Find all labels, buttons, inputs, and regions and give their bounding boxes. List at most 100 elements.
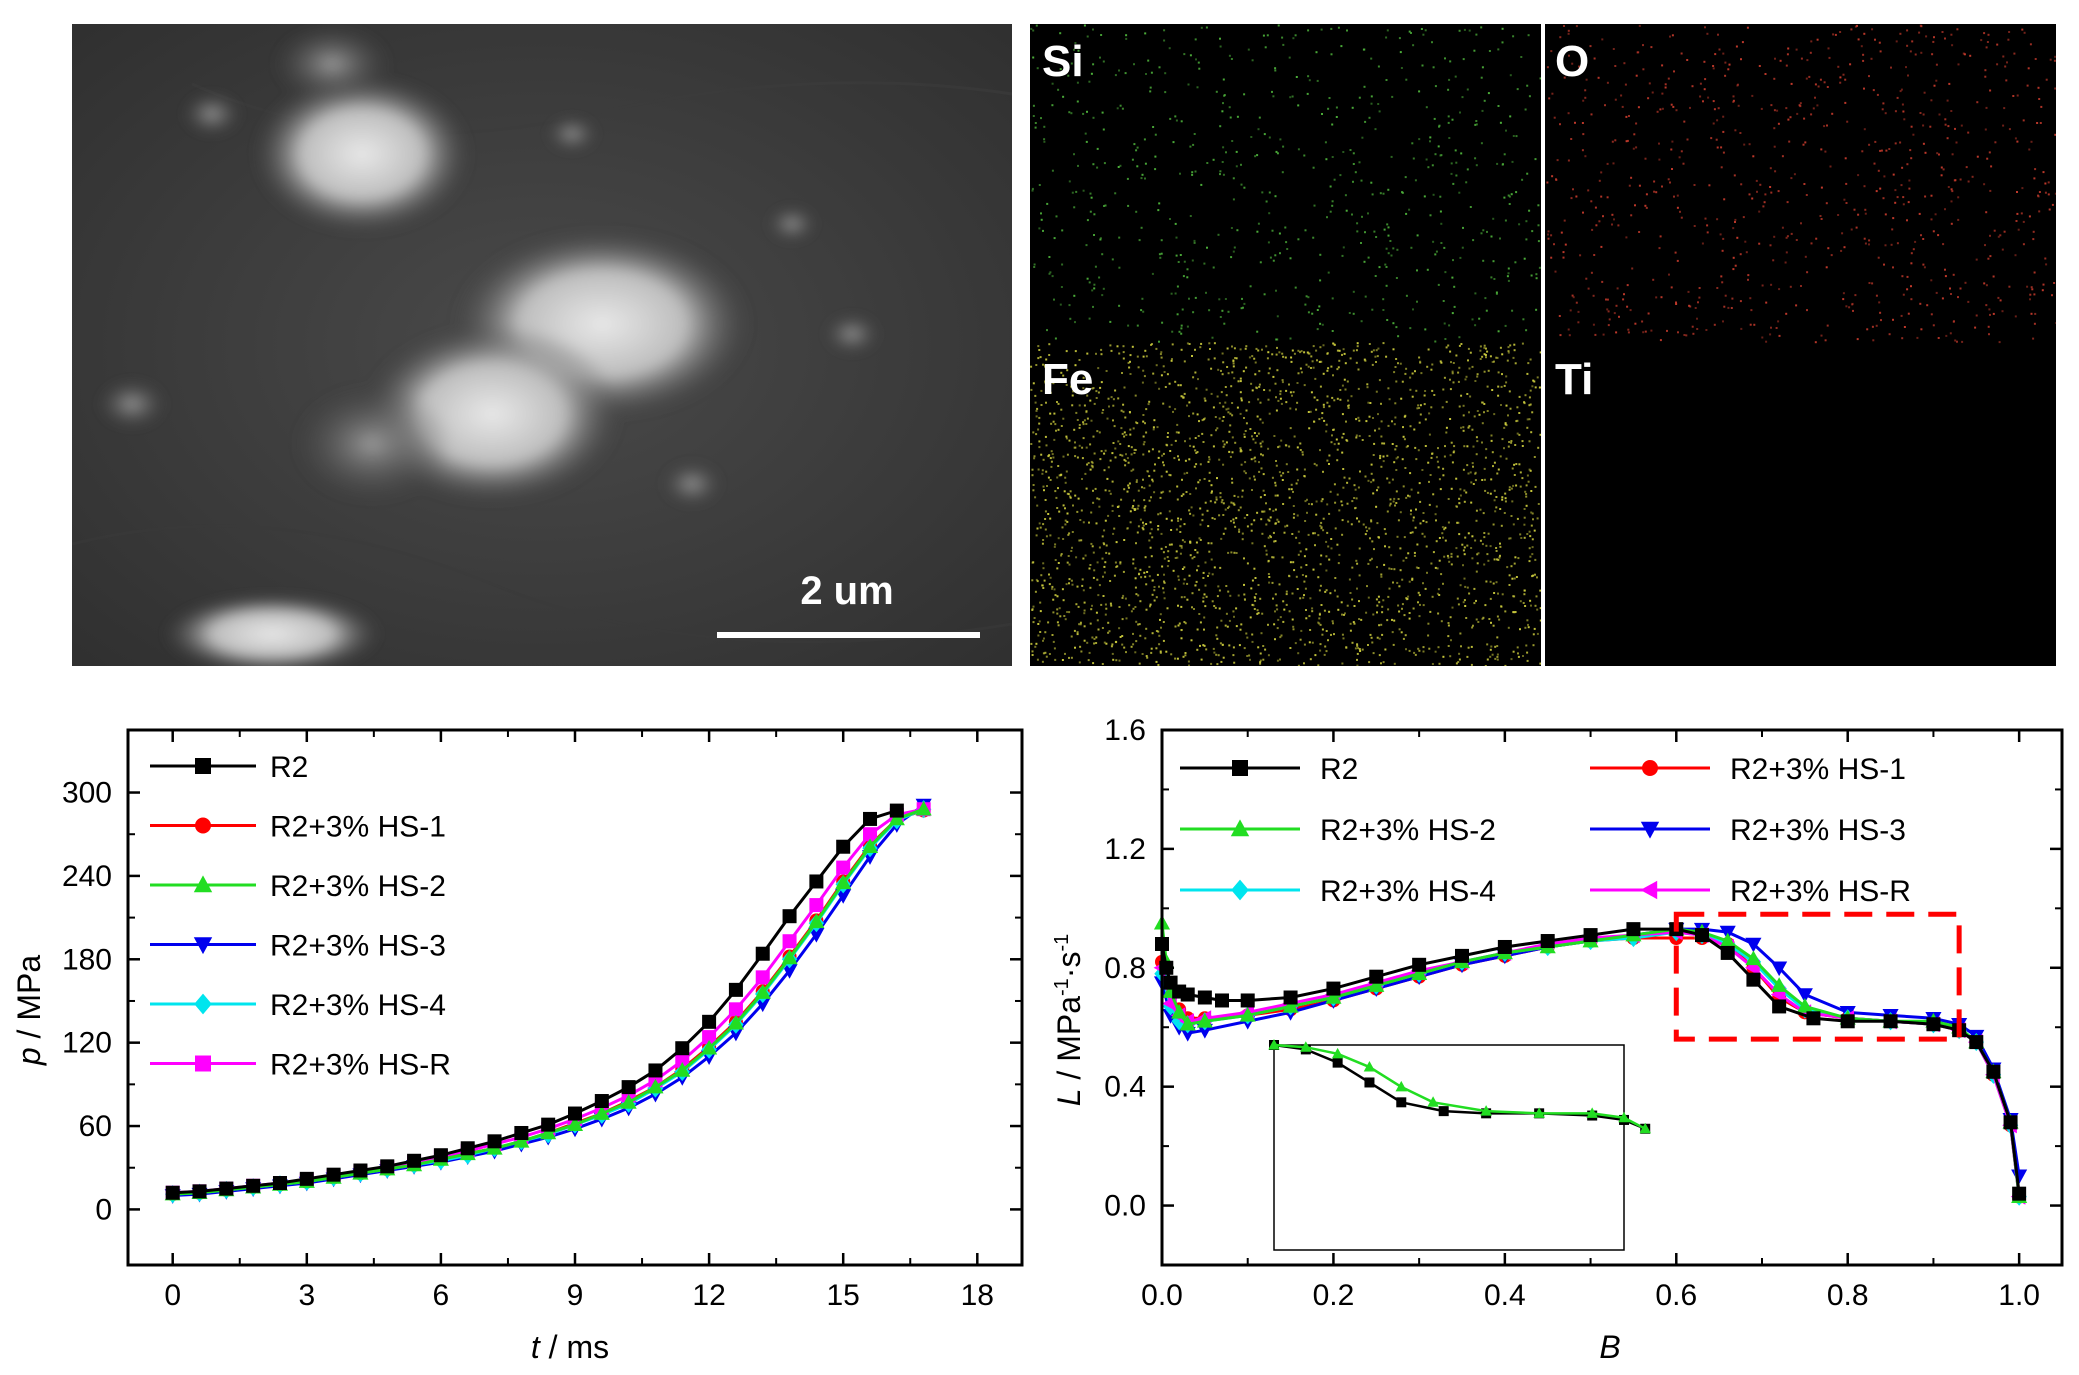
element-speckle <box>1364 121 1366 123</box>
element-speckle <box>1032 190 1034 192</box>
element-speckle <box>1369 402 1371 404</box>
element-speckle <box>1787 48 1789 50</box>
element-speckle <box>1290 561 1292 563</box>
element-speckle <box>1218 654 1220 656</box>
element-speckle <box>1911 252 1913 254</box>
element-speckle <box>1457 598 1459 600</box>
data-point-marker <box>514 1126 528 1140</box>
element-speckle <box>1447 555 1449 557</box>
element-speckle <box>1277 619 1279 621</box>
element-speckle <box>1203 629 1205 631</box>
element-speckle <box>1200 524 1202 526</box>
element-speckle <box>1069 180 1071 182</box>
element-speckle <box>1355 560 1357 562</box>
element-speckle <box>1942 243 1944 245</box>
element-speckle <box>1396 490 1398 492</box>
element-speckle <box>1181 120 1183 122</box>
element-speckle <box>1696 328 1698 330</box>
element-speckle <box>1050 423 1052 425</box>
element-speckle <box>1236 229 1238 231</box>
element-speckle <box>1305 588 1307 590</box>
element-speckle <box>1471 646 1473 648</box>
element-speckle <box>1034 455 1036 457</box>
element-speckle <box>1400 363 1402 365</box>
element-speckle <box>1494 510 1496 512</box>
element-speckle <box>1756 180 1758 182</box>
element-speckle <box>1409 377 1411 379</box>
element-speckle <box>1607 196 1609 198</box>
element-speckle <box>1336 116 1338 118</box>
element-speckle <box>1473 602 1475 604</box>
element-speckle <box>1078 498 1080 500</box>
element-speckle <box>1401 579 1403 581</box>
element-speckle <box>1708 184 1710 186</box>
scale-bar-label: 2 um <box>800 569 893 613</box>
element-speckle <box>1843 74 1845 76</box>
element-speckle <box>1734 219 1736 221</box>
element-speckle <box>1194 349 1196 351</box>
element-speckle <box>1872 339 1874 341</box>
element-speckle <box>1417 404 1419 406</box>
element-speckle <box>1505 220 1507 222</box>
element-speckle <box>1302 574 1304 576</box>
element-speckle <box>1370 520 1372 522</box>
element-speckle <box>1316 501 1318 503</box>
element-speckle <box>1169 383 1171 385</box>
element-speckle <box>1820 215 1822 217</box>
element-speckle <box>1092 502 1094 504</box>
element-speckle <box>1297 238 1299 240</box>
element-speckle <box>1465 492 1467 494</box>
element-speckle <box>1625 236 1627 238</box>
element-speckle <box>1882 108 1884 110</box>
element-speckle <box>1308 503 1310 505</box>
element-speckle <box>1254 373 1256 375</box>
element-speckle <box>1432 241 1434 243</box>
element-speckle <box>1476 123 1478 125</box>
element-speckle <box>1346 30 1348 32</box>
element-speckle <box>1165 651 1167 653</box>
element-speckle <box>1986 284 1988 286</box>
element-speckle <box>1330 538 1332 540</box>
element-speckle <box>1254 155 1256 157</box>
element-speckle <box>1215 607 1217 609</box>
element-speckle <box>1703 61 1705 63</box>
element-speckle <box>1279 636 1281 638</box>
element-speckle <box>1508 352 1510 354</box>
element-speckle <box>1081 478 1083 480</box>
element-speckle <box>1348 404 1350 406</box>
element-speckle <box>1704 78 1706 80</box>
element-speckle <box>1280 475 1282 477</box>
element-speckle <box>1079 445 1081 447</box>
element-speckle <box>1279 471 1281 473</box>
element-speckle <box>1765 341 1767 343</box>
data-point-marker <box>1772 999 1786 1013</box>
element-speckle <box>1157 209 1159 211</box>
map-label-ti: Ti <box>1555 355 1593 404</box>
element-speckle <box>1090 211 1092 213</box>
element-speckle <box>1265 502 1267 504</box>
element-speckle <box>2023 119 2025 121</box>
element-speckle <box>1083 437 1085 439</box>
element-speckle <box>1285 390 1287 392</box>
element-speckle <box>1297 588 1299 590</box>
element-speckle <box>1607 163 1609 165</box>
element-speckle <box>1084 25 1086 27</box>
x-tick-label: 0 <box>164 1279 181 1312</box>
element-speckle <box>1385 37 1387 39</box>
element-speckle <box>1447 557 1449 559</box>
element-speckle <box>1145 628 1147 630</box>
element-speckle <box>1649 82 1651 84</box>
element-speckle <box>1509 344 1511 346</box>
element-speckle <box>1040 454 1042 456</box>
element-speckle <box>1293 569 1295 571</box>
element-speckle <box>1455 149 1457 151</box>
element-speckle <box>1403 485 1405 487</box>
element-speckle <box>1659 247 1661 249</box>
element-speckle <box>1215 416 1217 418</box>
element-speckle <box>1356 497 1358 499</box>
element-speckle <box>1032 431 1034 433</box>
element-speckle <box>1227 626 1229 628</box>
element-speckle <box>1184 541 1186 543</box>
element-speckle <box>1101 294 1103 296</box>
